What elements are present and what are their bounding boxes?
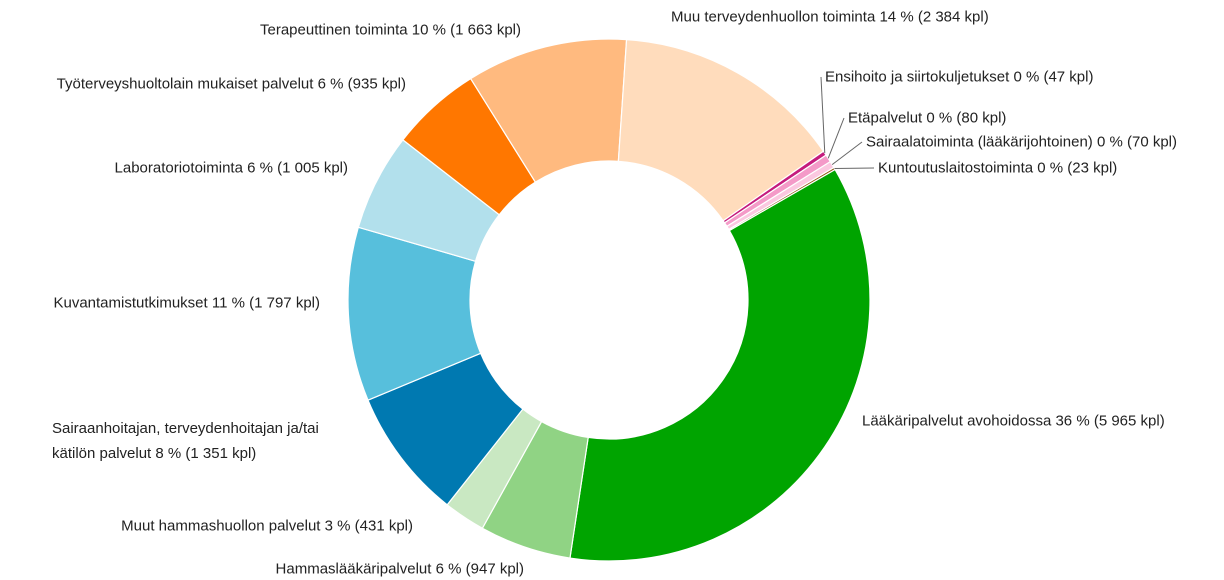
slice-label: Lääkäripalvelut avohoidossa 36 % (5 965 … [862, 409, 1165, 434]
category: Laboratoriotoiminta [114, 159, 243, 177]
value-label: 0 % (23 kpl) [1037, 159, 1118, 177]
leader-line [827, 117, 845, 159]
slice-label: Työterveyshuoltolain mukaiset palvelut 6… [57, 72, 406, 97]
slice-label: Sairaalatoiminta (lääkärijohtoinen) 0 % … [866, 130, 1177, 155]
value-label: 11 % (1 797 kpl) [211, 294, 320, 312]
value-label: 10 % (1 663 kpl) [411, 21, 521, 39]
slice-label: Kuntoutuslaitostoiminta 0 % (23 kpl) [878, 156, 1117, 181]
category: Kuntoutuslaitostoiminta [878, 159, 1034, 177]
category: Kuvantamistutkimukset [53, 294, 208, 312]
slice-label: Muut hammashuollon palvelut 3 % (431 kpl… [121, 514, 413, 539]
slice-label: Sairaanhoitajan, terveydenhoitajan ja/ta… [52, 416, 352, 466]
slice-label: Muu terveydenhuollon toiminta 14 % (2 38… [671, 5, 989, 30]
category: Työterveyshuoltolain mukaiset palvelut [56, 75, 314, 93]
category: Lääkäripalvelut avohoidossa [862, 412, 1052, 430]
value-label: 6 % (1 005 kpl) [247, 159, 348, 177]
value-label: 8 % (1 351 kpl) [155, 445, 257, 462]
value-label: 6 % (947 kpl) [435, 560, 524, 578]
category: Muut hammashuollon palvelut [121, 517, 321, 535]
leader-line [834, 167, 875, 170]
value-label: 0 % (47 kpl) [1013, 68, 1094, 86]
slice-label: Ensihoito ja siirtokuljetukset 0 % (47 k… [825, 65, 1093, 90]
slice-label: Kuvantamistutkimukset 11 % (1 797 kpl) [53, 291, 320, 316]
value-label: 6 % (935 kpl) [317, 75, 406, 93]
category: Sairaalatoiminta (lääkärijohtoinen) [866, 133, 1093, 151]
leader-line [820, 76, 826, 154]
slice-label: Hammaslääkäripalvelut 6 % (947 kpl) [276, 557, 524, 580]
slice [617, 38, 825, 222]
slice-label: Terapeuttinen toiminta 10 % (1 663 kpl) [260, 18, 521, 43]
category: Muu terveydenhuollon toiminta [671, 8, 876, 26]
value-label: 36 % (5 965 kpl) [1055, 412, 1165, 430]
category: Hammaslääkäripalvelut [275, 560, 432, 578]
slice-label: Etäpalvelut 0 % (80 kpl) [848, 106, 1006, 131]
value-label: 3 % (431 kpl) [324, 517, 413, 535]
value-label: 14 % (2 384 kpl) [879, 8, 989, 26]
category: Ensihoito ja siirtokuljetukset [825, 68, 1010, 86]
value-label: 0 % (70 kpl) [1096, 133, 1178, 151]
slice-label: Laboratoriotoiminta 6 % (1 005 kpl) [115, 156, 348, 181]
category: Etäpalvelut [848, 109, 923, 127]
value-label: 0 % (80 kpl) [926, 109, 1007, 127]
category: Sairaanhoitajan, terveydenhoitajan ja/ta… [52, 420, 319, 462]
slice [727, 166, 836, 232]
leader-line [831, 141, 863, 165]
slice [569, 168, 871, 562]
category: Terapeuttinen toiminta [260, 21, 408, 39]
